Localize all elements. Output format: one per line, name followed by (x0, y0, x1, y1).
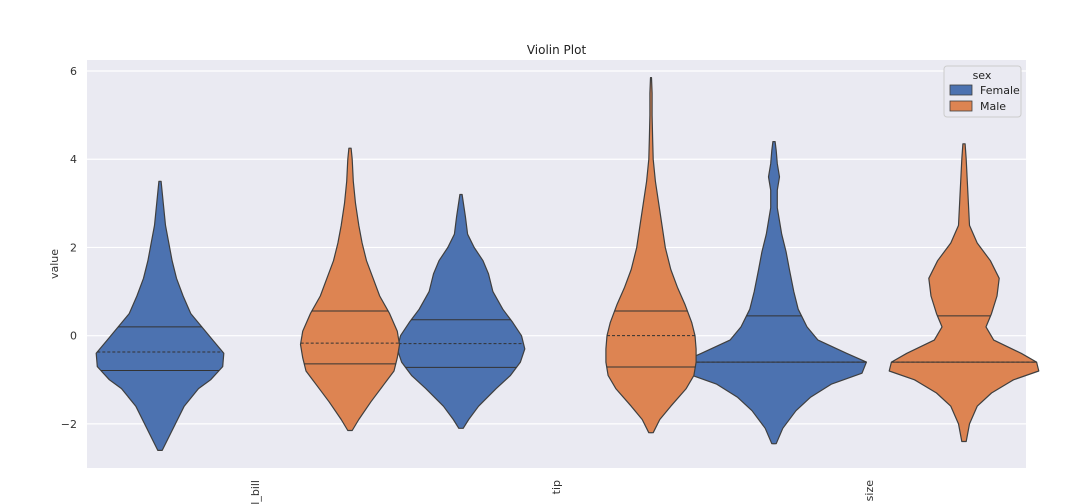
legend-swatch-female (949, 84, 973, 96)
y-tick-label: 0 (70, 330, 77, 343)
violin-male-tip (605, 77, 697, 434)
violin-male-size (888, 143, 1040, 443)
y-tick-label: 6 (70, 65, 77, 78)
x-tick-label: total_bill (249, 480, 262, 504)
violin-male-total_bill (299, 147, 401, 432)
legend-label-male: Male (980, 100, 1006, 113)
x-tick-labels: total_bill tip size (249, 480, 876, 504)
legend-title: sex (973, 69, 992, 82)
y-tick-label: −2 (61, 418, 77, 431)
x-tick-label: size (863, 480, 876, 502)
y-axis-label: value (48, 249, 61, 279)
violin-female-total_bill (95, 180, 225, 451)
chart-title: Violin Plot (527, 43, 587, 57)
plot-area (87, 60, 1026, 468)
gridlines (87, 70, 1026, 425)
y-tick-label: 4 (70, 153, 77, 166)
violins (95, 77, 1040, 451)
y-tick-labels: −2 0 2 4 6 (61, 65, 77, 431)
violin-female-tip (396, 193, 526, 429)
legend-swatch-male (949, 100, 973, 112)
y-tick-label: 2 (70, 241, 77, 254)
x-tick-label: tip (550, 480, 563, 494)
legend-label-female: Female (980, 84, 1020, 97)
legend: sex Female Male (943, 65, 1022, 118)
